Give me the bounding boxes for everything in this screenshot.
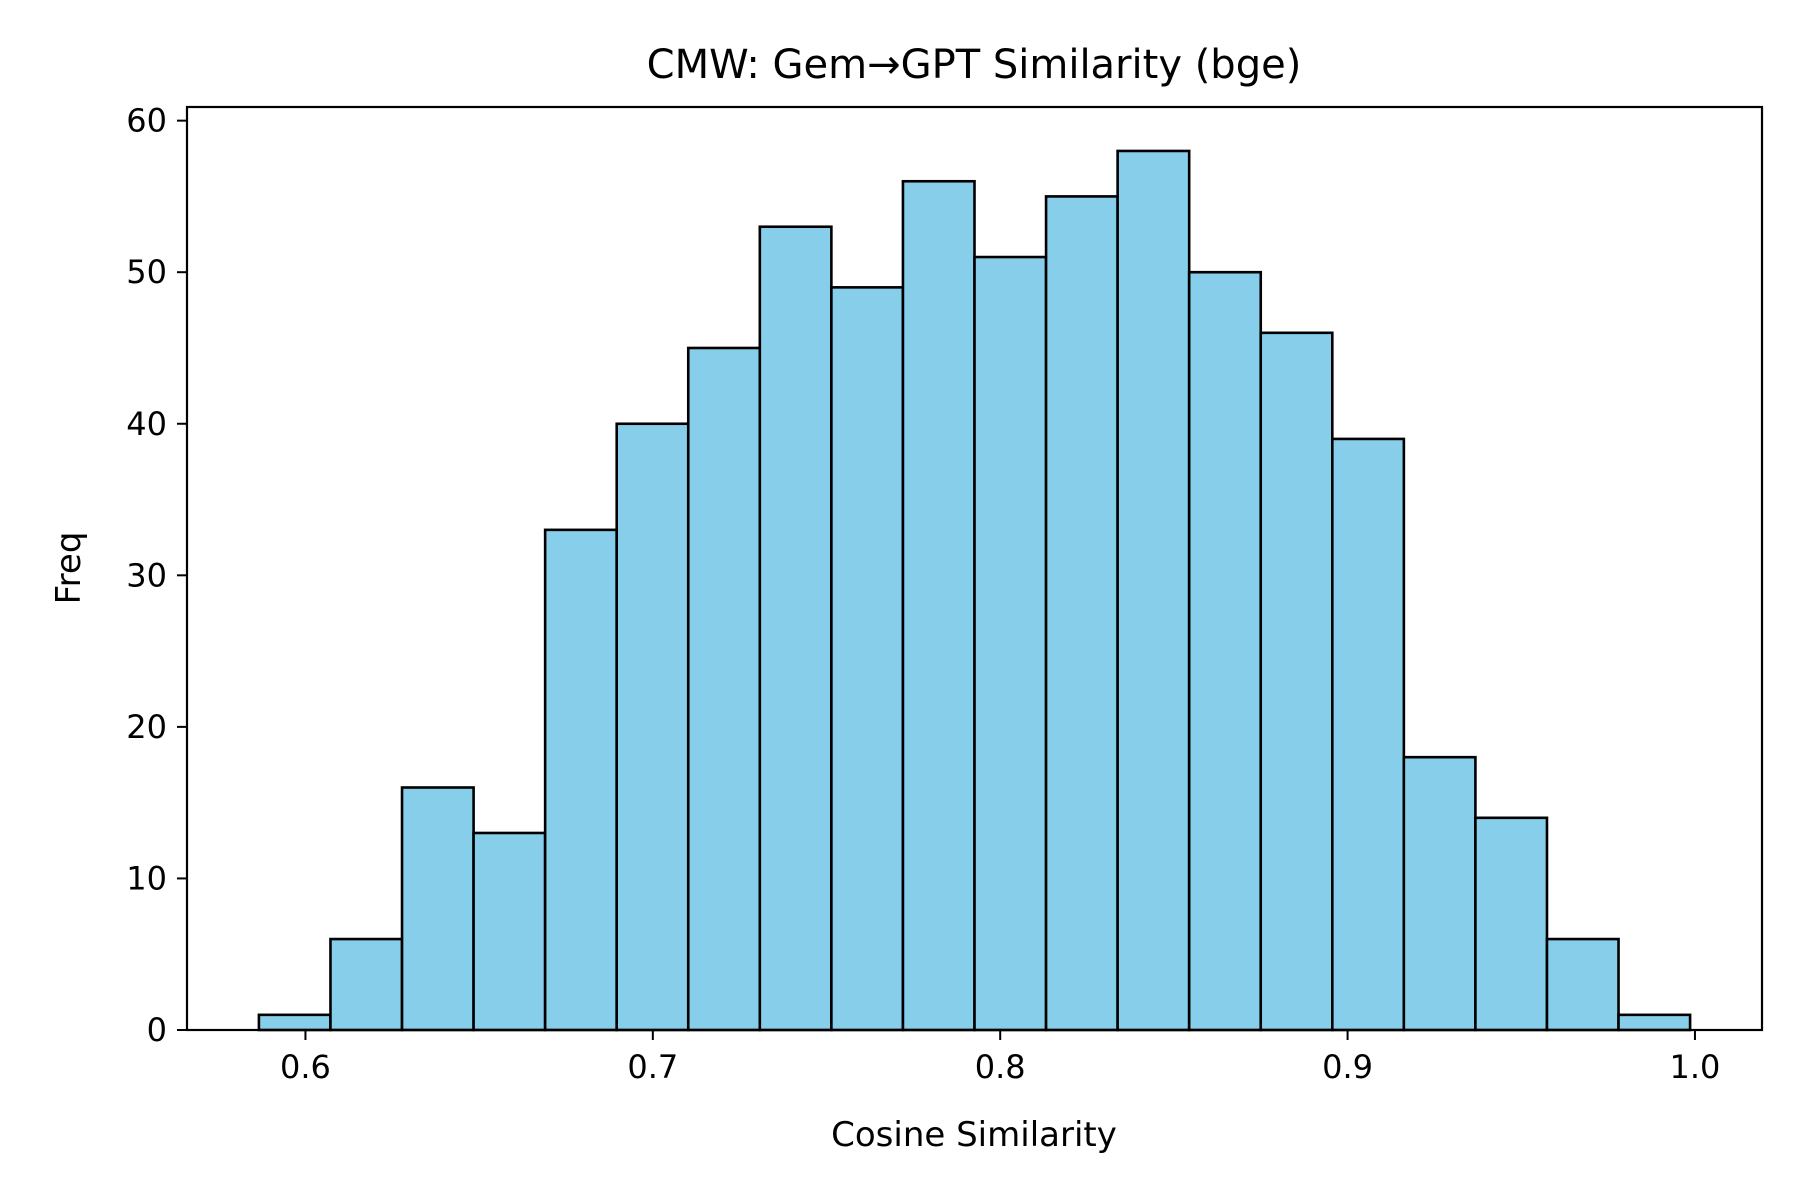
- y-tick-label: 50: [126, 253, 167, 291]
- histogram-bar: [257, 1013, 332, 1032]
- y-tick-label: 40: [126, 405, 167, 443]
- histogram-bar: [1545, 937, 1620, 1032]
- x-tick-label: 0.8: [975, 1048, 1026, 1086]
- histogram-bar: [1474, 816, 1549, 1032]
- histogram-bar: [686, 346, 762, 1032]
- y-tick-label: 0: [147, 1011, 167, 1049]
- x-tick-label: 1.0: [1670, 1048, 1721, 1086]
- histogram-bar: [329, 937, 404, 1032]
- histogram-bar: [830, 286, 905, 1032]
- x-tick-label: 0.6: [280, 1048, 331, 1086]
- histogram-bar: [758, 225, 833, 1032]
- histogram-bar: [615, 422, 690, 1032]
- y-axis-ticks: 0 10 20 30 40 50 60: [126, 102, 187, 1049]
- histogram-bar: [1044, 195, 1119, 1032]
- y-tick-label: 20: [126, 708, 167, 746]
- histogram-bar: [973, 255, 1048, 1032]
- histogram-bar: [543, 528, 619, 1032]
- y-tick-label: 60: [126, 102, 167, 140]
- histogram-bar: [1617, 1013, 1692, 1032]
- x-axis-ticks: 0.6 0.7 0.8 0.9 1.0: [280, 1030, 1720, 1086]
- histogram-bar: [1331, 437, 1406, 1032]
- chart-title: CMW: Gem→GPT Similarity (bge): [647, 42, 1302, 88]
- histogram-bar: [1187, 270, 1263, 1032]
- bars-group: [257, 149, 1692, 1032]
- histogram-bar: [901, 179, 976, 1032]
- plot-frame: [185, 105, 1764, 1032]
- x-axis-label: Cosine Similarity: [831, 1115, 1117, 1155]
- x-tick-label: 0.9: [1322, 1048, 1373, 1086]
- y-tick-label: 10: [126, 859, 167, 897]
- histogram-bar: [1116, 149, 1191, 1032]
- histogram-bar: [1259, 331, 1334, 1032]
- y-tick-label: 30: [126, 556, 167, 594]
- histogram-bar: [1402, 755, 1477, 1032]
- y-axis-label: Freq: [49, 532, 89, 605]
- histogram-bar: [400, 786, 475, 1032]
- x-tick-label: 0.7: [627, 1048, 678, 1086]
- histogram-bar: [472, 831, 547, 1032]
